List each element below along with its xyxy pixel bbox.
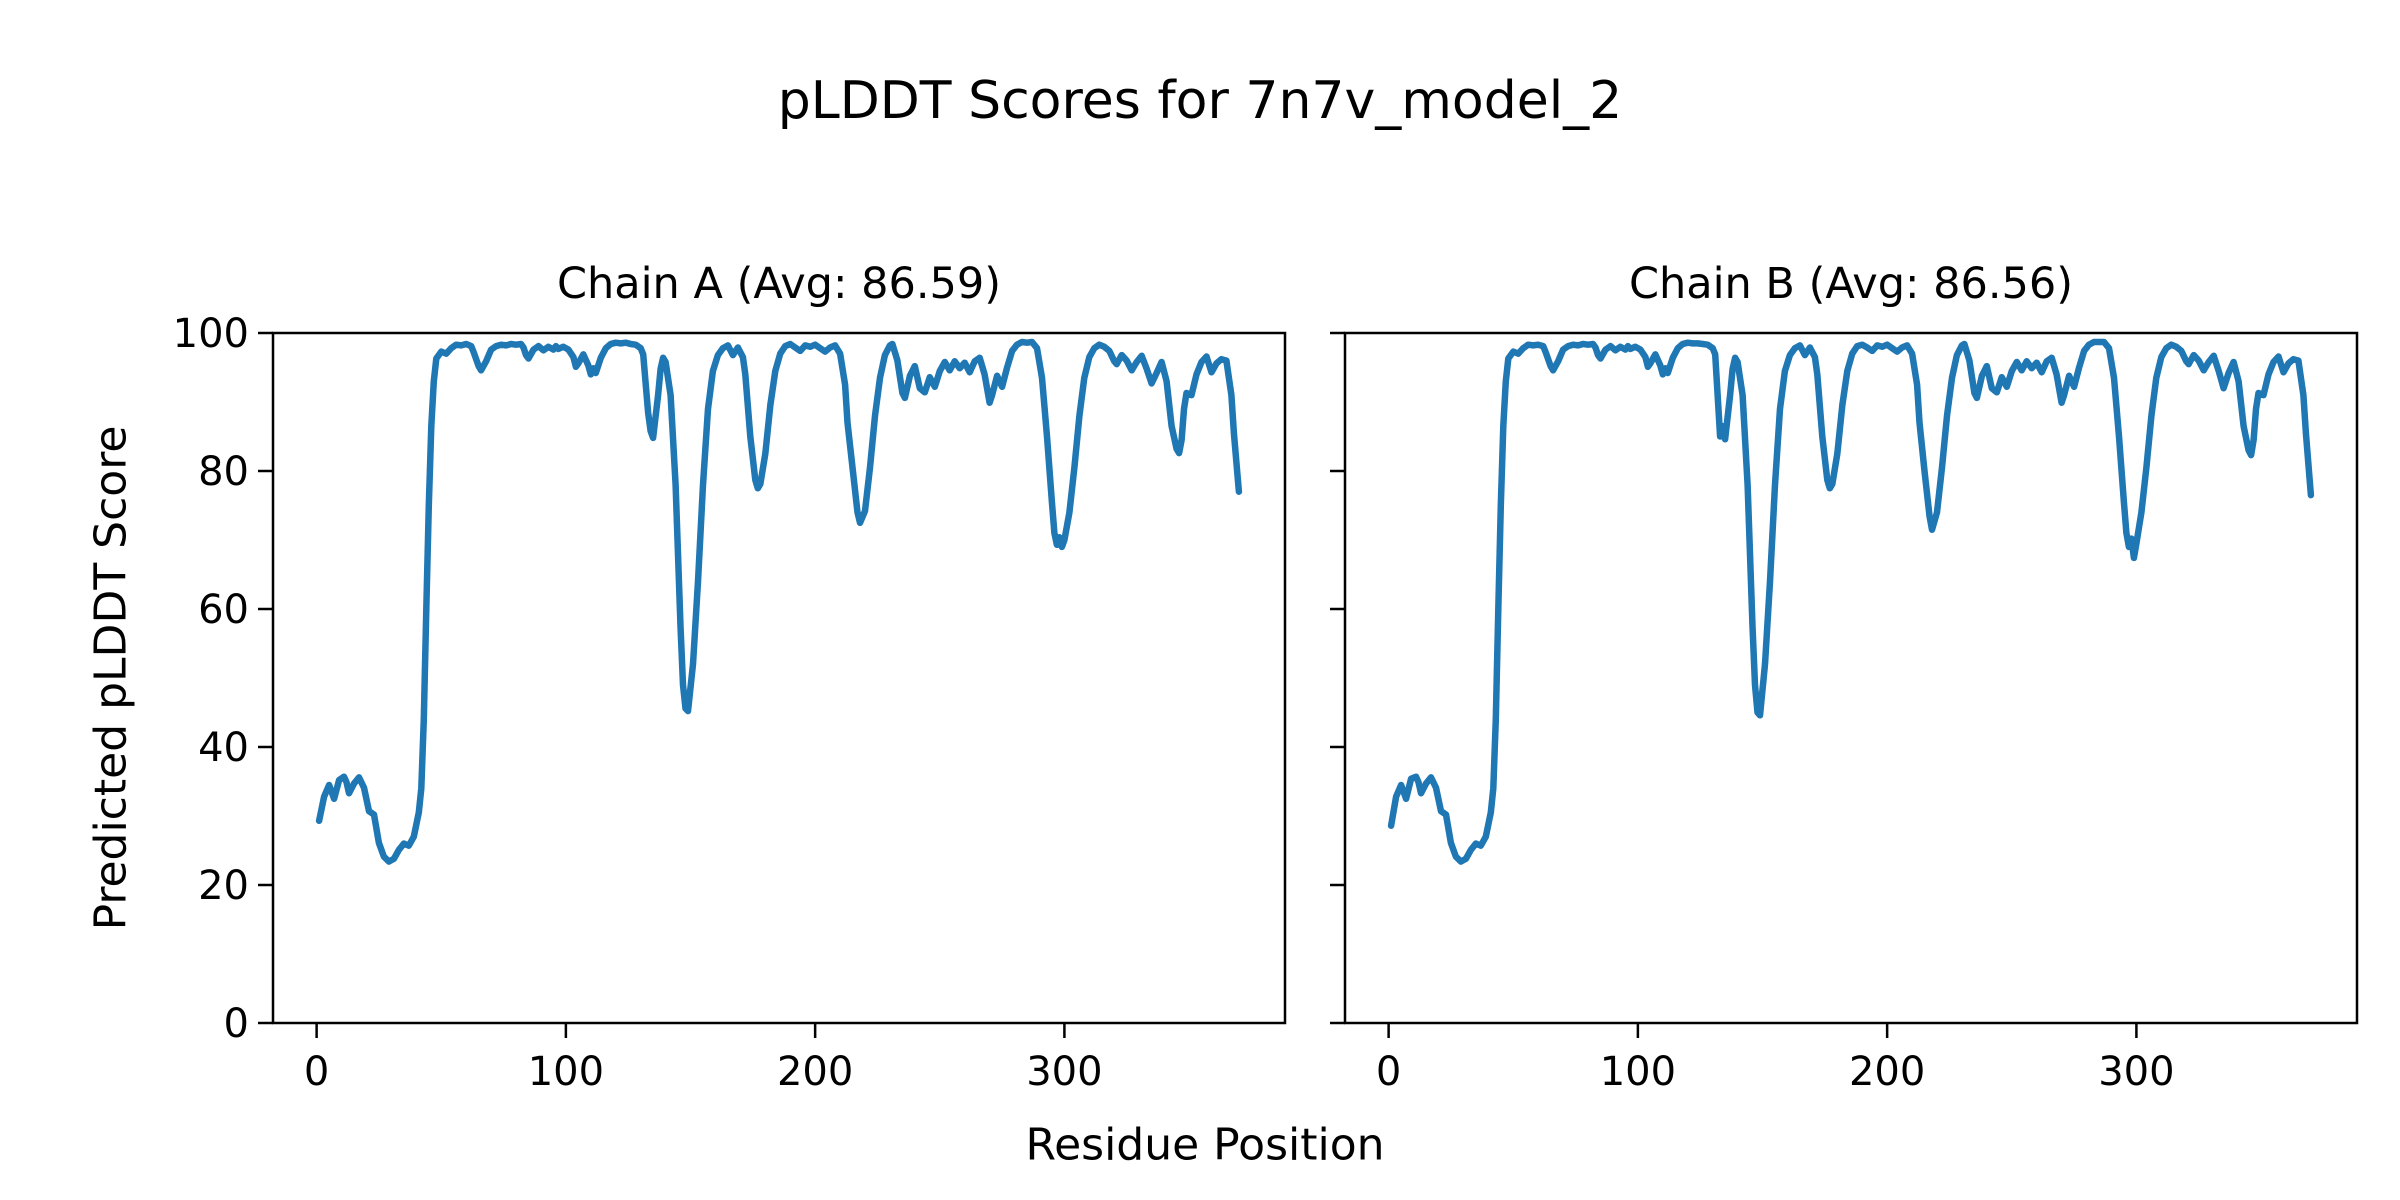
axes-spines-chain-a: [271, 331, 1287, 1025]
x-tick-label: 0: [1376, 1049, 1401, 1095]
x-tick-label: 300: [1026, 1049, 1102, 1095]
y-tick-label: 20: [198, 863, 249, 909]
plddt-line-chain-a: [315, 338, 1243, 865]
plddt-line-chain-b: [1387, 338, 2315, 865]
x-tick-label: 100: [528, 1049, 604, 1095]
y-tick-label: 80: [198, 449, 249, 495]
axes-spines-chain-b: [1343, 331, 2359, 1025]
x-axis-label: Residue Position: [1025, 1119, 1385, 1171]
x-tick-label: 200: [1849, 1049, 1925, 1095]
x-tick-label: 100: [1600, 1049, 1676, 1095]
axes-chain-b: 0 100 200 300: [1330, 331, 2359, 1095]
x-tick-label: 300: [2098, 1049, 2174, 1095]
x-tick-label: 0: [304, 1049, 329, 1095]
subplot-title-chain-a: Chain A (Avg: 86.59): [556, 259, 1002, 309]
y-tick-label: 60: [198, 587, 249, 633]
axes-chain-a: 0 20 40 60 80 100 0 100 200 300: [173, 311, 1287, 1095]
subplot-title-chain-b: Chain B (Avg: 86.56): [1628, 259, 2074, 309]
x-tick-label: 200: [777, 1049, 853, 1095]
y-tick-label: 40: [198, 725, 249, 771]
figure-suptitle: pLDDT Scores for 7n7v_model_2: [777, 71, 1623, 131]
y-tick-label: 0: [224, 1001, 249, 1047]
y-tick-label: 100: [173, 311, 249, 357]
